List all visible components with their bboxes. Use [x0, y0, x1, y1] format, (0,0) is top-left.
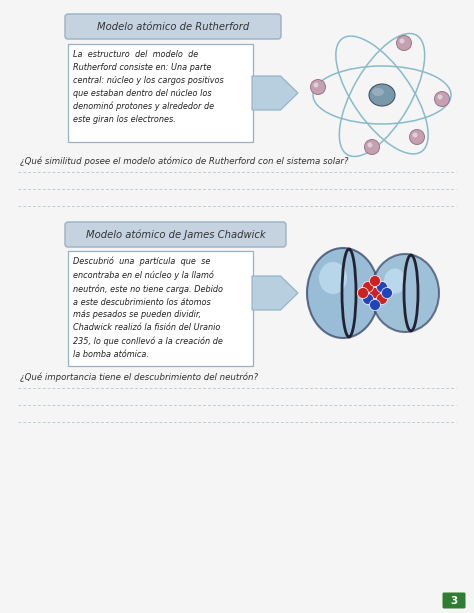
Circle shape: [376, 281, 388, 292]
Text: ¿Qué importancia tiene el descubrimiento del neutrón?: ¿Qué importancia tiene el descubrimiento…: [20, 372, 258, 381]
Circle shape: [396, 36, 411, 50]
Text: ¿Qué similitud posee el modelo atómico de Rutherford con el sistema solar?: ¿Qué similitud posee el modelo atómico d…: [20, 157, 348, 167]
Ellipse shape: [372, 88, 384, 96]
Circle shape: [357, 287, 368, 299]
Circle shape: [363, 281, 374, 292]
FancyBboxPatch shape: [65, 14, 281, 39]
Circle shape: [410, 129, 425, 145]
Circle shape: [438, 94, 443, 99]
FancyBboxPatch shape: [68, 44, 253, 142]
Circle shape: [313, 83, 319, 88]
Circle shape: [400, 39, 404, 44]
Circle shape: [363, 294, 374, 305]
Text: 3: 3: [450, 595, 457, 606]
Circle shape: [365, 140, 380, 154]
Text: La  estructuro  del  modelo  de
Rutherford consiste en: Una parte
central: núcle: La estructuro del modelo de Rutherford c…: [73, 50, 224, 124]
FancyBboxPatch shape: [65, 222, 286, 247]
Ellipse shape: [384, 268, 406, 294]
Text: Descubrió  una  partícula  que  se
encontraba en el núcleo y la llamó
neutrón, e: Descubrió una partícula que se encontrab…: [73, 257, 223, 359]
Ellipse shape: [371, 254, 439, 332]
Ellipse shape: [307, 248, 379, 338]
Text: Modelo atómico de James Chadwick: Modelo atómico de James Chadwick: [86, 229, 265, 240]
Circle shape: [435, 91, 449, 107]
Circle shape: [370, 300, 381, 311]
FancyBboxPatch shape: [68, 251, 253, 366]
Circle shape: [382, 287, 392, 299]
Text: Modelo atómico de Rutherford: Modelo atómico de Rutherford: [97, 21, 249, 31]
FancyBboxPatch shape: [443, 593, 465, 609]
Circle shape: [376, 294, 388, 305]
Ellipse shape: [369, 84, 395, 106]
Polygon shape: [252, 76, 298, 110]
Circle shape: [370, 275, 381, 286]
Ellipse shape: [319, 262, 347, 294]
Polygon shape: [252, 276, 298, 310]
Circle shape: [367, 142, 373, 148]
Circle shape: [412, 132, 418, 137]
Circle shape: [370, 287, 381, 299]
Circle shape: [310, 80, 326, 94]
